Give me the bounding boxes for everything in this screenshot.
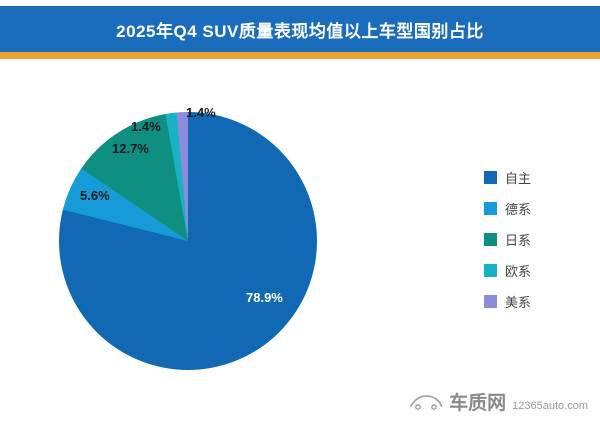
slice-label-ouxi: 1.4% (131, 119, 161, 134)
legend-item-zizhu: 自主 (484, 168, 531, 187)
slice-label-dexi: 5.6% (80, 188, 110, 203)
legend-item-meixi: 美系 (484, 292, 531, 311)
pie (59, 112, 317, 370)
legend-item-rixi: 日系 (484, 230, 531, 249)
legend-label-ouxi: 欧系 (505, 264, 532, 279)
legend: 自主 德系 日系 欧系 美系 (484, 168, 531, 311)
footer-logo: 车质网 12365auto.com (409, 393, 588, 413)
legend-item-dexi: 德系 (484, 199, 531, 218)
chart-title-bar: 2025年Q4 SUV质量表现均值以上车型国别占比 (0, 6, 600, 52)
slice-label-meixi: 1.4% (186, 105, 216, 120)
slice-label-zizhu: 78.9% (246, 290, 283, 305)
legend-item-ouxi: 欧系 (484, 261, 531, 280)
legend-swatch-zizhu (484, 171, 497, 184)
accent-strip (0, 52, 600, 59)
legend-swatch-rixi (484, 233, 497, 246)
footer-brand: 车质网 (449, 393, 507, 414)
footer-site-url: 12365auto.com (512, 399, 588, 412)
legend-label-meixi: 美系 (505, 295, 532, 310)
legend-swatch-ouxi (484, 264, 497, 277)
legend-label-dexi: 德系 (505, 202, 532, 217)
chart-title: 2025年Q4 SUV质量表现均值以上车型国别占比 (116, 21, 484, 41)
legend-label-rixi: 日系 (505, 233, 532, 248)
legend-swatch-meixi (484, 295, 497, 308)
legend-label-zizhu: 自主 (505, 171, 532, 186)
car-outline-icon (410, 395, 443, 410)
slice-label-rixi: 12.7% (112, 141, 149, 156)
legend-swatch-dexi (484, 202, 497, 215)
